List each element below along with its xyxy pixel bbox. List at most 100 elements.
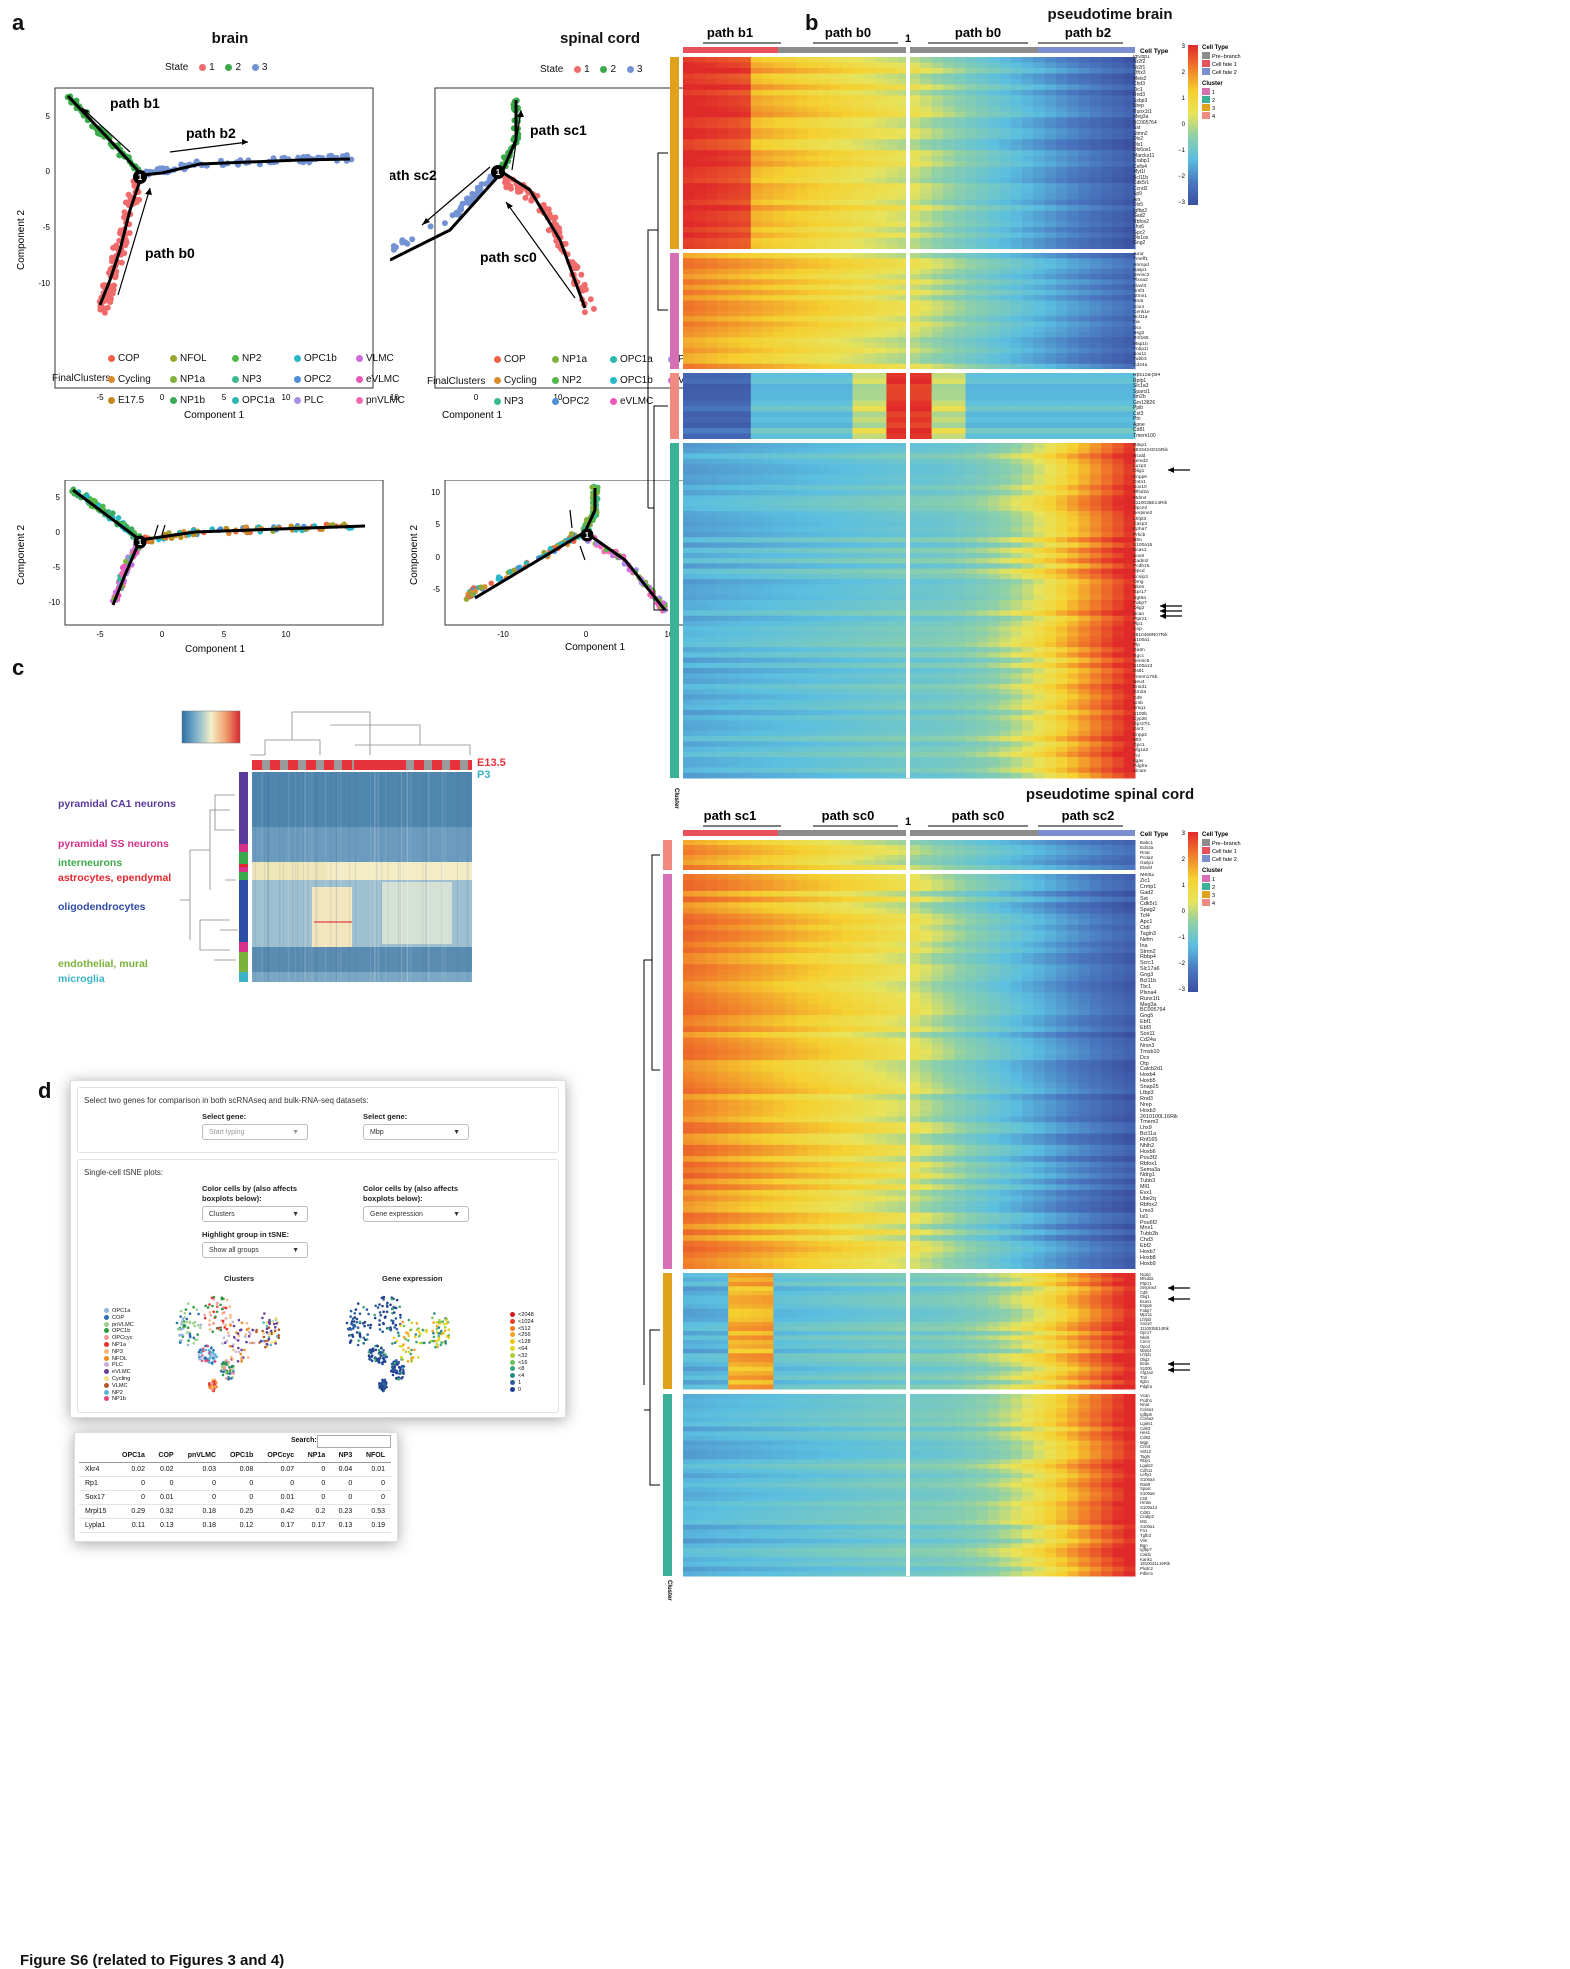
heatmap-cell — [819, 527, 831, 533]
heatmap-cell — [706, 238, 718, 244]
heatmap-cell — [728, 490, 740, 496]
heatmap-cell — [853, 469, 865, 475]
heatmap-cell — [988, 453, 1000, 459]
heatmap-cell — [1090, 167, 1102, 173]
heatmap-cell — [853, 322, 865, 328]
heatmap-cell — [909, 117, 921, 123]
heatmap-cell — [740, 194, 752, 200]
heatmap-cell — [909, 542, 921, 548]
heatmap-cell — [943, 558, 955, 564]
heatmap-cell — [1056, 112, 1068, 118]
heatmap-cell — [977, 379, 989, 385]
heatmap-cell — [1033, 106, 1045, 112]
heatmap-cell — [841, 516, 853, 522]
heatmap-cell — [1090, 501, 1102, 507]
heatmap-cell — [751, 183, 763, 189]
heatmap-cell — [864, 443, 876, 449]
heatmap-cell — [683, 285, 695, 291]
heatmap-cell — [830, 90, 842, 96]
heatmap-cell — [1033, 258, 1045, 264]
heatmap-cell — [853, 167, 865, 173]
heatmap-cell — [1090, 238, 1102, 244]
heatmap-cell — [853, 537, 865, 543]
heatmap-cell — [773, 373, 785, 379]
heatmap-cell — [977, 269, 989, 275]
heatmap-cell — [932, 464, 944, 470]
heatmap-cell — [1045, 205, 1057, 211]
heatmap-cell — [954, 348, 966, 354]
heatmap-cell — [999, 337, 1011, 343]
heatmap-cell — [943, 311, 955, 317]
heatmap-cell — [943, 332, 955, 338]
heatmap-cell — [1056, 401, 1068, 407]
heatmap-cell — [694, 211, 706, 217]
heatmap-cell — [694, 390, 706, 396]
heatmap-cell — [932, 123, 944, 129]
heatmap-cell — [751, 448, 763, 454]
heatmap-cell — [999, 172, 1011, 178]
heatmap-cell — [807, 123, 819, 129]
legend-item: NP1a — [544, 354, 587, 365]
heatmap-cell — [830, 279, 842, 285]
heatmap-cell — [1090, 264, 1102, 270]
heatmap-cell — [762, 295, 774, 301]
cell-point — [428, 223, 434, 229]
heatmap-cell — [1090, 337, 1102, 343]
heatmap-cell — [785, 311, 797, 317]
heatmap-cell — [988, 253, 1000, 259]
heatmap-cell — [1079, 95, 1091, 101]
heatmap-cell — [1101, 150, 1113, 156]
heatmap-cell — [886, 253, 898, 259]
heatmap-cell — [977, 222, 989, 228]
heatmap-cell — [807, 290, 819, 296]
heatmap-cell — [864, 501, 876, 507]
heatmap-cell — [683, 106, 695, 112]
heatmap-cell — [1056, 150, 1068, 156]
heatmap-cell — [762, 161, 774, 167]
heatmap-cell — [954, 373, 966, 379]
heatmap-cell — [773, 295, 785, 301]
heatmap-cell — [683, 222, 695, 228]
heatmap-cell — [954, 358, 966, 364]
heatmap-cell — [864, 189, 876, 195]
heatmap-cell — [773, 327, 785, 333]
heatmap-cell — [807, 537, 819, 543]
heatmap-cell — [909, 123, 921, 129]
heatmap-cell — [751, 156, 763, 162]
heatmap-cell — [1045, 480, 1057, 486]
heatmap-cell — [977, 244, 989, 250]
heatmap-cell — [864, 62, 876, 68]
heatmap-cell — [740, 448, 752, 454]
heatmap-cell — [909, 216, 921, 222]
heatmap-cell — [954, 390, 966, 396]
heatmap-cell — [943, 200, 955, 206]
heatmap-cell — [1033, 373, 1045, 379]
heatmap-cell — [683, 238, 695, 244]
heatmap-cell — [773, 364, 785, 370]
heatmap-cell — [706, 311, 718, 317]
heatmap-cell — [875, 79, 887, 85]
heatmap-cell — [886, 150, 898, 156]
heatmap-cell — [977, 156, 989, 162]
heatmap-cell — [954, 364, 966, 370]
heatmap-cell — [1101, 474, 1113, 480]
heatmap-cell — [954, 112, 966, 118]
cell-point — [157, 165, 163, 171]
heatmap-cell — [1056, 553, 1068, 559]
heatmap-cell — [751, 480, 763, 486]
heatmap-cell — [943, 563, 955, 569]
heatmap-cell — [841, 401, 853, 407]
arrow-head — [145, 188, 152, 195]
heatmap-cell — [932, 274, 944, 280]
heatmap-cell — [796, 156, 808, 162]
heatmap-cell — [1079, 285, 1091, 291]
heatmap-cell — [1022, 68, 1034, 74]
heatmap-cell — [886, 501, 898, 507]
heatmap-cell — [1033, 542, 1045, 548]
heatmap-cell — [886, 464, 898, 470]
heatmap-cell — [819, 379, 831, 385]
heatmap-cell — [966, 194, 978, 200]
heatmap-cell — [875, 322, 887, 328]
heatmap-cell — [988, 548, 1000, 554]
heatmap-cell — [728, 522, 740, 528]
